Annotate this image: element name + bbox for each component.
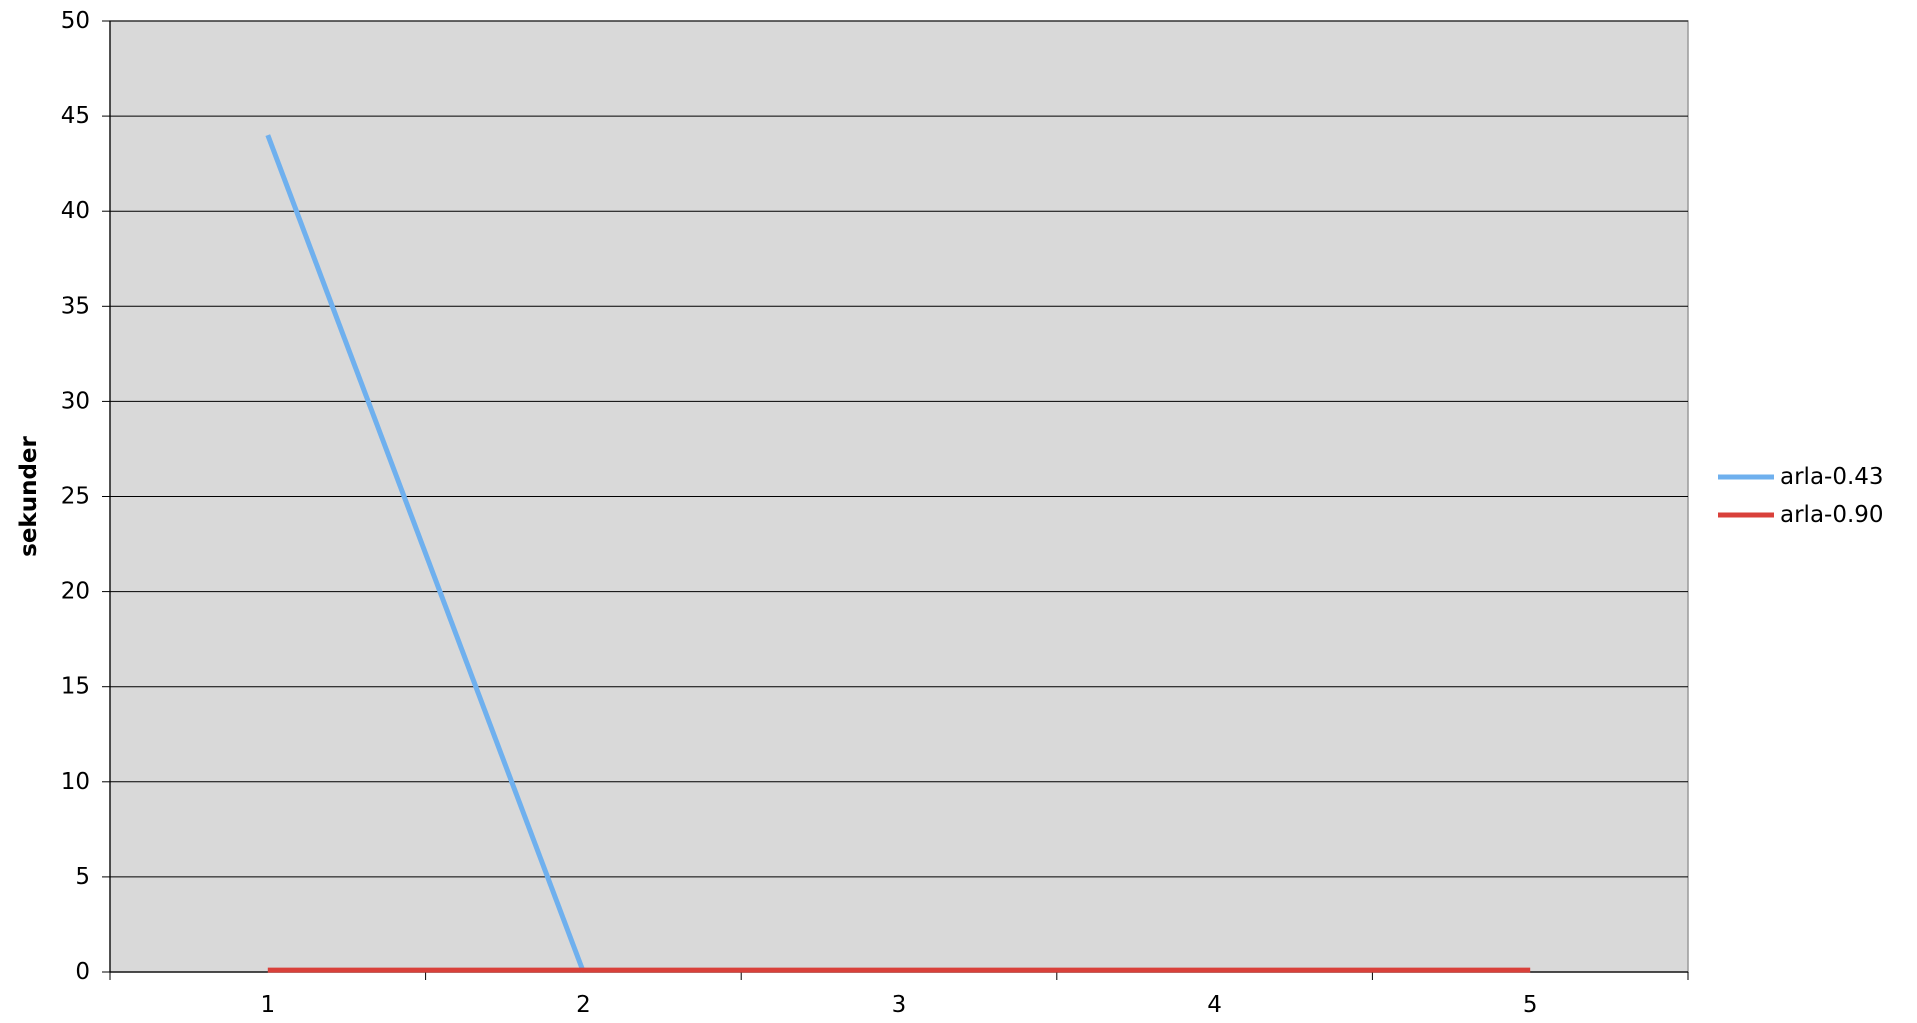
y-tick-labels: 0 5 10 15 20 25 30 35 40 45 50	[61, 8, 90, 985]
y-tick-label: 15	[61, 674, 90, 700]
x-tick-label: 1	[260, 992, 275, 1018]
y-tick-label: 30	[61, 388, 90, 414]
y-tick-label: 25	[61, 484, 90, 510]
y-tick-label: 0	[75, 959, 90, 985]
gridlines	[110, 20, 1688, 878]
x-tick-label: 3	[892, 992, 907, 1018]
x-tick-label: 2	[576, 992, 591, 1018]
y-tick-label: 5	[75, 864, 90, 890]
y-tick-label: 45	[61, 103, 90, 129]
legend-label: arla-0.90	[1780, 502, 1884, 528]
y-axis-label: sekunder	[16, 435, 42, 556]
series-lines	[265, 134, 1531, 973]
x-tick-labels: 1 2 3 4 5	[260, 992, 1537, 1018]
series-line-arla-0.43	[265, 134, 586, 973]
y-tick-label: 50	[61, 8, 90, 34]
y-tick-label: 40	[61, 198, 90, 224]
x-tick-label: 4	[1207, 992, 1222, 1018]
legend-label: arla-0.43	[1780, 464, 1884, 490]
y-tick-label: 35	[61, 293, 90, 319]
x-tick-label: 5	[1523, 992, 1538, 1018]
y-tick-label: 20	[61, 579, 90, 605]
legend: arla-0.43 arla-0.90	[1718, 464, 1884, 528]
y-tick-label: 10	[61, 769, 90, 795]
